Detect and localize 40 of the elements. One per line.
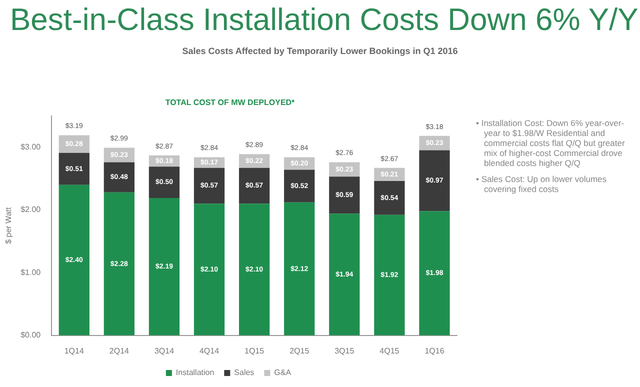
- legend-label: Sales: [234, 368, 254, 378]
- x-tick-label: 2Q15: [290, 346, 310, 356]
- x-tick-label: 1Q14: [64, 346, 84, 356]
- y-tick-label: $0.00: [20, 330, 42, 340]
- legend-label: Installation: [176, 368, 214, 378]
- bar: [419, 150, 450, 212]
- x-tick-label: 1Q16: [424, 346, 445, 356]
- text: TOTAL COST OF MW DEPLOYED*: [164, 98, 296, 107]
- text: • Installation Cost: Down 6% year-over-year to $1.98/W Residential and commercial costs flat Q/Q but greater mix of higher-cost Commercial drove blended costs higher Q/Q: [476, 118, 626, 168]
- bar: [58, 184, 90, 336]
- x-tick-label: 3Q15: [334, 346, 355, 356]
- bar: [374, 214, 405, 336]
- text: • Sales Cost: Up on lower volumes covering fixed costs: [476, 174, 608, 194]
- x-tick-label: 4Q14: [199, 346, 220, 356]
- bar: [374, 181, 405, 215]
- chart-subtitle: Sales Costs Affected by Temporarily Lower Bookings in Q1 2016: [181, 46, 459, 56]
- bar: [284, 170, 315, 202]
- bar: [104, 162, 134, 192]
- bar: [148, 198, 180, 336]
- x-tick-label: 2Q14: [109, 346, 130, 356]
- bar: [194, 204, 225, 336]
- chart-title: Best-in-Class Installation Costs Down 6% Y/Y: [10, 2, 638, 38]
- bar: [329, 214, 360, 336]
- y-axis-title: $ per Watt: [4, 206, 14, 244]
- bar: [148, 166, 180, 198]
- bar: [284, 202, 315, 336]
- x-tick-label: 3Q14: [154, 346, 175, 356]
- y-tick-label: $1.00: [20, 268, 42, 277]
- x-tick-label: 1Q15: [244, 346, 265, 356]
- bar: [419, 211, 450, 336]
- bar: [238, 168, 270, 204]
- x-tick-label: 4Q15: [380, 346, 400, 356]
- bar: [104, 192, 134, 336]
- bar: [58, 152, 90, 185]
- y-tick-label: $2.00: [20, 205, 42, 214]
- bar: [194, 168, 225, 204]
- bar: [238, 204, 270, 336]
- y-tick-label: $3.00: [20, 142, 42, 152]
- legend-label: G&A: [274, 368, 292, 378]
- bar: [329, 176, 360, 214]
